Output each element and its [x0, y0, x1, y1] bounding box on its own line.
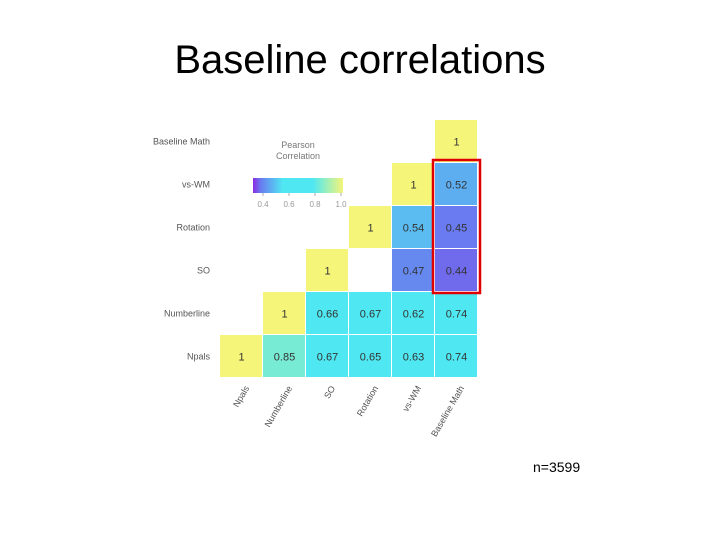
x-axis-label-numberline: Numberline	[263, 384, 295, 429]
cell-label-numberline-numberline: 1	[281, 309, 287, 321]
legend-title-line-2: Correlation	[276, 151, 320, 161]
y-axis-label-vs-wm: vs-WM	[182, 180, 210, 190]
cell-label-vs-wm-vs-wm: 1	[410, 180, 416, 192]
cell-label-npals-numberline: 0.85	[274, 352, 295, 364]
x-axis-label-so: SO	[322, 384, 337, 400]
heatmap-cell-so-so	[306, 249, 348, 291]
cell-label-rotation-rotation: 1	[367, 223, 373, 235]
legend-tick-label-2: 0.8	[309, 200, 321, 209]
y-axis-label-rotation: Rotation	[176, 223, 210, 233]
heatmap-cell-so-vs-wm	[392, 249, 434, 291]
cell-label-npals-so: 0.67	[317, 352, 338, 364]
heatmap-cell-numberline-rotation	[349, 292, 391, 334]
heatmap-cell-so-baseline-math	[435, 249, 477, 291]
heatmap-cell-numberline-vs-wm	[392, 292, 434, 334]
heatmap-cell-numberline-so	[306, 292, 348, 334]
x-axis-label-vs-wm: vs-WM	[401, 384, 424, 413]
legend-colorbar	[253, 178, 343, 193]
sample-size-note: n=3599	[533, 459, 581, 475]
legend-tick-label-3: 1.0	[335, 200, 347, 209]
cell-label-numberline-so: 0.66	[317, 309, 338, 321]
cell-label-npals-npals: 1	[238, 352, 244, 364]
y-axis-label-npals: Npals	[187, 352, 211, 362]
cell-label-rotation-vs-wm: 0.54	[403, 223, 424, 235]
cell-label-numberline-baseline-math: 0.74	[446, 309, 467, 321]
cell-label-npals-baseline-math: 0.74	[446, 352, 467, 364]
heatmap-cell-vs-wm-vs-wm	[392, 163, 434, 205]
legend-tick-label-0: 0.4	[257, 200, 269, 209]
cell-label-vs-wm-baseline-math: 0.52	[446, 180, 467, 192]
cell-label-npals-vs-wm: 0.63	[403, 352, 424, 364]
heatmap-cell-vs-wm-baseline-math	[435, 163, 477, 205]
heatmap-cell-baseline-math-baseline-math	[435, 120, 477, 162]
cell-label-numberline-vs-wm: 0.62	[403, 309, 424, 321]
heatmap-cell-npals-npals	[220, 335, 262, 377]
heatmap-cell-npals-numberline	[263, 335, 305, 377]
cell-label-baseline-math-baseline-math: 1	[453, 137, 459, 149]
heatmap-cell-numberline-numberline	[263, 292, 305, 334]
heatmap-cell-npals-so	[306, 335, 348, 377]
y-axis-label-baseline-math: Baseline Math	[153, 137, 210, 147]
x-axis-label-npals: Npals	[231, 384, 251, 409]
legend-title-line-1: Pearson	[281, 140, 315, 150]
cell-label-so-so: 1	[324, 266, 330, 278]
heatmap-cell-rotation-vs-wm	[392, 206, 434, 248]
cell-label-so-vs-wm: 0.47	[403, 266, 424, 278]
x-axis-label-baseline-math: Baseline Math	[429, 384, 466, 438]
heatmap-cell-numberline-baseline-math	[435, 292, 477, 334]
cell-label-numberline-rotation: 0.67	[360, 309, 381, 321]
y-axis-label-numberline: Numberline	[164, 309, 210, 319]
heatmap-cell-npals-rotation	[349, 335, 391, 377]
y-axis-label-so: SO	[197, 266, 210, 276]
heatmap-cell-npals-vs-wm	[392, 335, 434, 377]
cell-label-npals-rotation: 0.65	[360, 352, 381, 364]
slide-title: Baseline correlations	[174, 38, 546, 82]
heatmap-cell-rotation-baseline-math	[435, 206, 477, 248]
heatmap-cell-npals-baseline-math	[435, 335, 477, 377]
cell-label-so-baseline-math: 0.44	[446, 266, 467, 278]
heatmap-cell-rotation-rotation	[349, 206, 391, 248]
highlight-box	[431, 158, 482, 295]
cell-label-rotation-baseline-math: 0.45	[446, 223, 467, 235]
x-axis-label-rotation: Rotation	[355, 384, 380, 418]
legend-tick-label-1: 0.6	[283, 200, 295, 209]
